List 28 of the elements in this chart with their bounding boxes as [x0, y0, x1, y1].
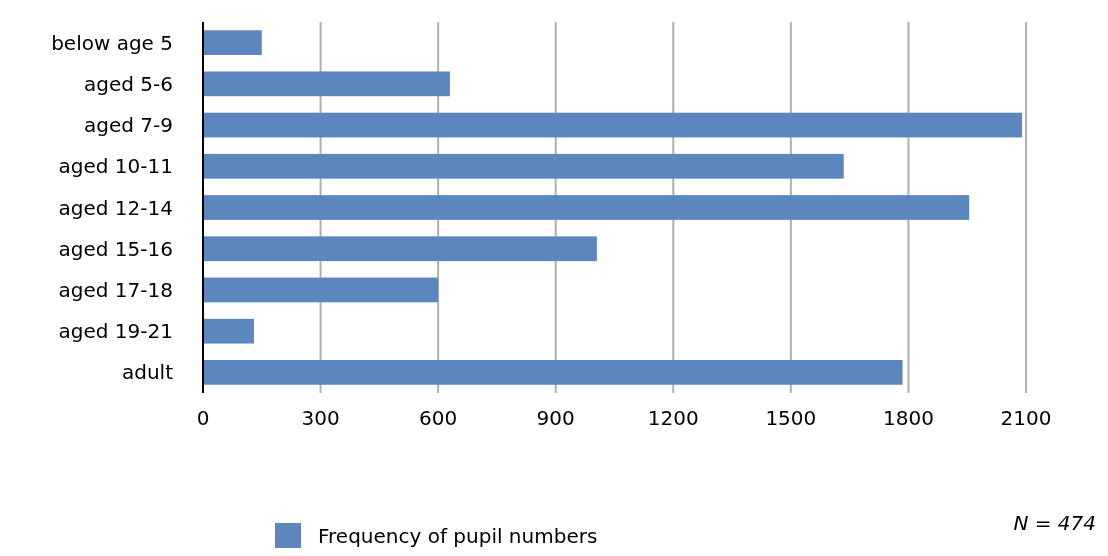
x-tick-label: 2100 — [1000, 406, 1052, 430]
x-tick-label: 1500 — [765, 406, 817, 430]
y-tick-label: below age 5 — [51, 30, 173, 55]
y-tick-label: aged 12-14 — [58, 195, 173, 220]
y-tick-label: aged 15-16 — [58, 236, 173, 261]
bar — [203, 360, 903, 385]
bar — [203, 195, 970, 220]
bar — [203, 153, 844, 179]
y-tick-label: aged 17-18 — [58, 277, 173, 302]
bar — [203, 71, 450, 97]
y-tick-label: aged 19-21 — [58, 319, 173, 344]
bar — [203, 318, 254, 344]
y-tick-label: aged 10-11 — [58, 154, 173, 179]
x-tick-label: 300 — [301, 406, 340, 430]
y-tick-label: aged 7-9 — [84, 113, 173, 138]
x-tick-label: 1200 — [647, 406, 699, 430]
x-tick-label: 600 — [419, 406, 458, 430]
legend-label: Frequency of pupil numbers — [318, 524, 598, 548]
bar — [203, 277, 439, 303]
bar — [203, 236, 597, 262]
bar — [203, 30, 262, 55]
y-tick-label: adult — [121, 360, 174, 385]
bar — [203, 112, 1023, 138]
text: N = 474 — [1013, 511, 1096, 535]
x-tick-label: 1800 — [882, 406, 934, 430]
y-tick-label: aged 5-6 — [84, 71, 173, 96]
x-tick-label: 900 — [536, 406, 575, 430]
x-tick-label: 0 — [196, 406, 210, 430]
